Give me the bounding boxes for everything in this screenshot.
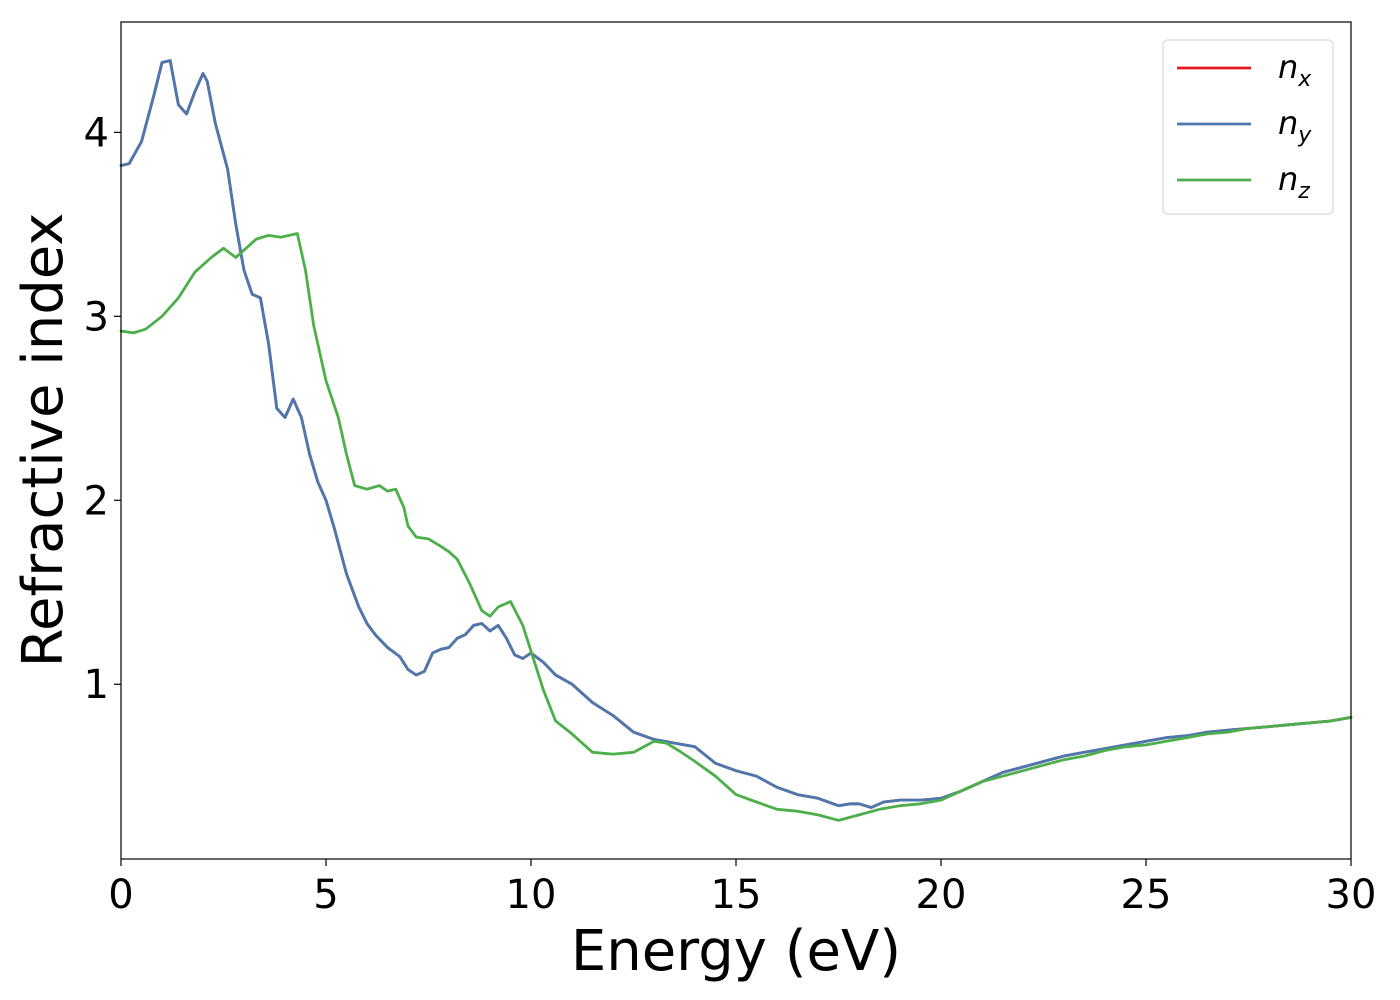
legend-label-base: n — [1278, 160, 1298, 198]
y-tick-label: 3 — [84, 294, 109, 340]
x-axis-label: Energy (eV) — [571, 919, 901, 984]
series-line-z — [119, 232, 1353, 822]
legend-box — [1162, 39, 1334, 215]
legend-label-subscript: z — [1297, 179, 1310, 204]
x-tick-label: 5 — [313, 872, 338, 918]
series-lines — [119, 59, 1353, 822]
legend-label-z: nz — [1278, 160, 1310, 204]
legend-label-subscript: y — [1297, 123, 1312, 148]
x-tick-label: 30 — [1326, 872, 1377, 918]
legend-label-base: n — [1278, 48, 1298, 86]
y-axis-ticks: 1 2 3 4 — [84, 110, 121, 708]
y-tick-label: 1 — [84, 662, 109, 708]
x-tick-label: 15 — [711, 872, 762, 918]
y-tick-label: 2 — [84, 478, 109, 524]
x-tick-label: 0 — [108, 872, 133, 918]
series-line-y — [119, 59, 1353, 809]
x-tick-label: 25 — [1121, 872, 1172, 918]
x-tick-label: 20 — [916, 872, 967, 918]
y-tick-label: 4 — [84, 110, 109, 156]
y-axis-label: Refractive index — [11, 213, 76, 668]
legend-label-base: n — [1278, 104, 1298, 142]
legend-label-subscript: x — [1297, 67, 1312, 92]
legend-label-y: ny — [1278, 104, 1312, 148]
x-axis-ticks: 0 5 10 15 20 25 30 — [108, 859, 1376, 918]
legend-label-x: nx — [1278, 48, 1312, 92]
x-tick-label: 10 — [506, 872, 557, 918]
